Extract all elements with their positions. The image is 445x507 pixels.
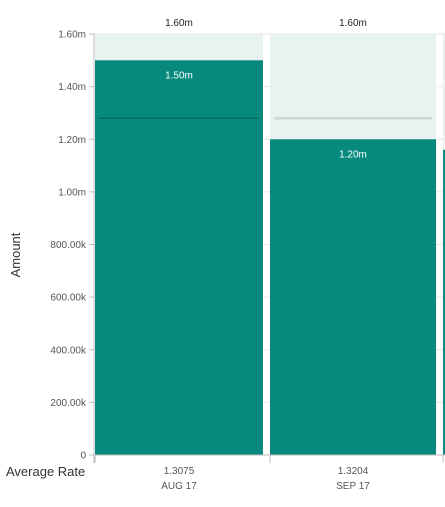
x-category-label: SEP 17 xyxy=(336,481,370,492)
y-tick-label: 600.00k xyxy=(50,293,87,304)
bars xyxy=(95,34,445,455)
average-rate-value: 1.3075 xyxy=(164,466,195,477)
y-tick-label: 1.20m xyxy=(58,135,86,146)
y-tick-label: 1.60m xyxy=(58,30,86,41)
y-tick-label: 800.00k xyxy=(50,240,87,251)
labels: 0 200.00k 400.00k 600.00k 800.00k 1.00m 1.20m 1… xyxy=(50,18,370,492)
value-bar xyxy=(270,139,436,455)
y-tick-label: 1.00m xyxy=(58,187,86,198)
x-category-label: AUG 17 xyxy=(161,481,197,492)
target-value-label: 1.60m xyxy=(165,18,193,29)
average-rate-label: Average Rate xyxy=(6,464,85,479)
bar-value-label: 1.20m xyxy=(339,149,367,160)
y-tick-label: 0 xyxy=(80,451,86,462)
value-bar xyxy=(95,60,263,455)
target-value-label: 1.60m xyxy=(339,18,367,29)
y-tick-label: 200.00k xyxy=(50,398,87,409)
bar-value-label: 1.50m xyxy=(165,70,193,81)
y-tick-label: 1.40m xyxy=(58,82,86,93)
value-bar xyxy=(443,149,445,455)
axes xyxy=(89,33,445,463)
y-tick-label: 400.00k xyxy=(50,345,87,356)
y-axis-title: Amount xyxy=(8,232,23,277)
average-rate-value: 1.3204 xyxy=(338,466,369,477)
